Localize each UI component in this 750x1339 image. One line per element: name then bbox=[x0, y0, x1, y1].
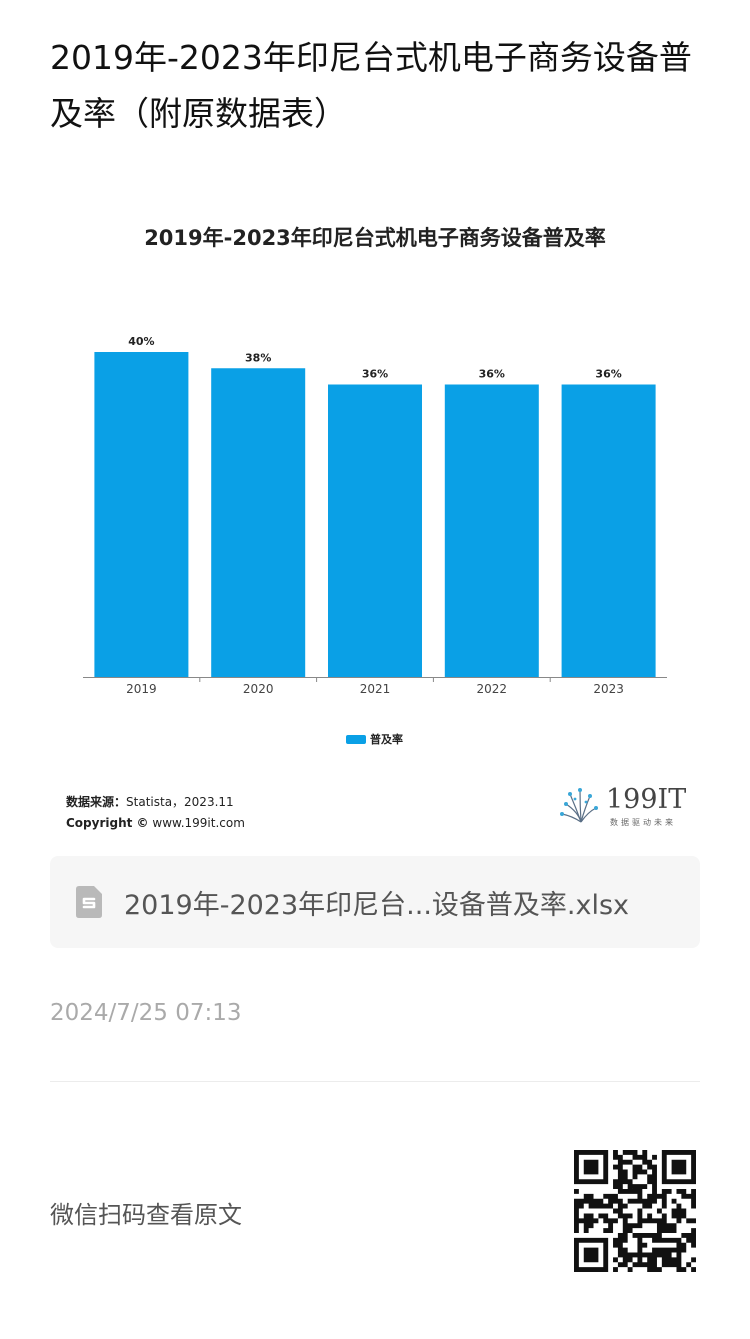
x-tick-label-2020: 2020 bbox=[243, 682, 274, 696]
source-note: 数据来源：Statista，2023.11 Copyright © www.19… bbox=[66, 792, 245, 834]
bar-2023 bbox=[561, 384, 656, 677]
data-label-2020: 38% bbox=[245, 351, 271, 364]
x-tick-label-2023: 2023 bbox=[593, 682, 624, 696]
copyright-label: Copyright © bbox=[66, 816, 149, 830]
chart-card: 40% 2019 38% 2020 36% 2021 36% 2022 36% 2023 2019… bbox=[50, 200, 700, 840]
bar-2021 bbox=[328, 384, 422, 677]
data-label-2023: 36% bbox=[595, 368, 621, 381]
source-value: Statista，2023.11 bbox=[126, 795, 234, 809]
chart-legend: 普及率 bbox=[346, 731, 403, 747]
brand-logo: 199IT 数据驱动未来 bbox=[558, 782, 698, 832]
x-tick-label-2022: 2022 bbox=[477, 682, 508, 696]
attachment-file-name[interactable]: 2019年-2023年印尼台...设备普及率.xlsx bbox=[124, 889, 630, 921]
bar-2022 bbox=[444, 384, 539, 677]
data-label-2022: 36% bbox=[479, 368, 505, 381]
data-label-2021: 36% bbox=[362, 368, 388, 381]
bar-chart: 40% 2019 38% 2020 36% 2021 36% 2022 36% 2023 bbox=[83, 335, 667, 696]
legend-swatch bbox=[346, 734, 366, 744]
x-tick-label-2019: 2019 bbox=[126, 682, 157, 696]
logo-tagline: 数据驱动未来 bbox=[610, 818, 676, 827]
divider bbox=[50, 1081, 700, 1082]
article-title: 2019年-2023年印尼台式机电子商务设备普及率（附原数据表） bbox=[50, 38, 692, 133]
logo-text: 199IT bbox=[606, 784, 687, 815]
publish-timestamp: 2024/7/25 07:13 bbox=[50, 1000, 242, 1026]
x-tick-label-2021: 2021 bbox=[360, 682, 391, 696]
legend-label: 普及率 bbox=[370, 733, 403, 746]
spreadsheet-file-icon bbox=[76, 886, 102, 918]
bar-2020 bbox=[211, 368, 306, 677]
copyright-value: www.199it.com bbox=[152, 816, 245, 830]
chart-title: 2019年-2023年印尼台式机电子商务设备普及率 bbox=[144, 226, 606, 250]
dandelion-logo-icon bbox=[560, 788, 598, 823]
attachment-card[interactable]: 2019年-2023年印尼台...设备普及率.xlsx bbox=[50, 856, 700, 948]
source-label: 数据来源： bbox=[66, 795, 127, 809]
data-label-2019: 40% bbox=[128, 335, 154, 348]
scan-to-view-label: 微信扫码查看原文 bbox=[50, 1201, 242, 1229]
bar-2019 bbox=[94, 352, 189, 677]
qr-code-icon[interactable] bbox=[574, 1150, 696, 1272]
